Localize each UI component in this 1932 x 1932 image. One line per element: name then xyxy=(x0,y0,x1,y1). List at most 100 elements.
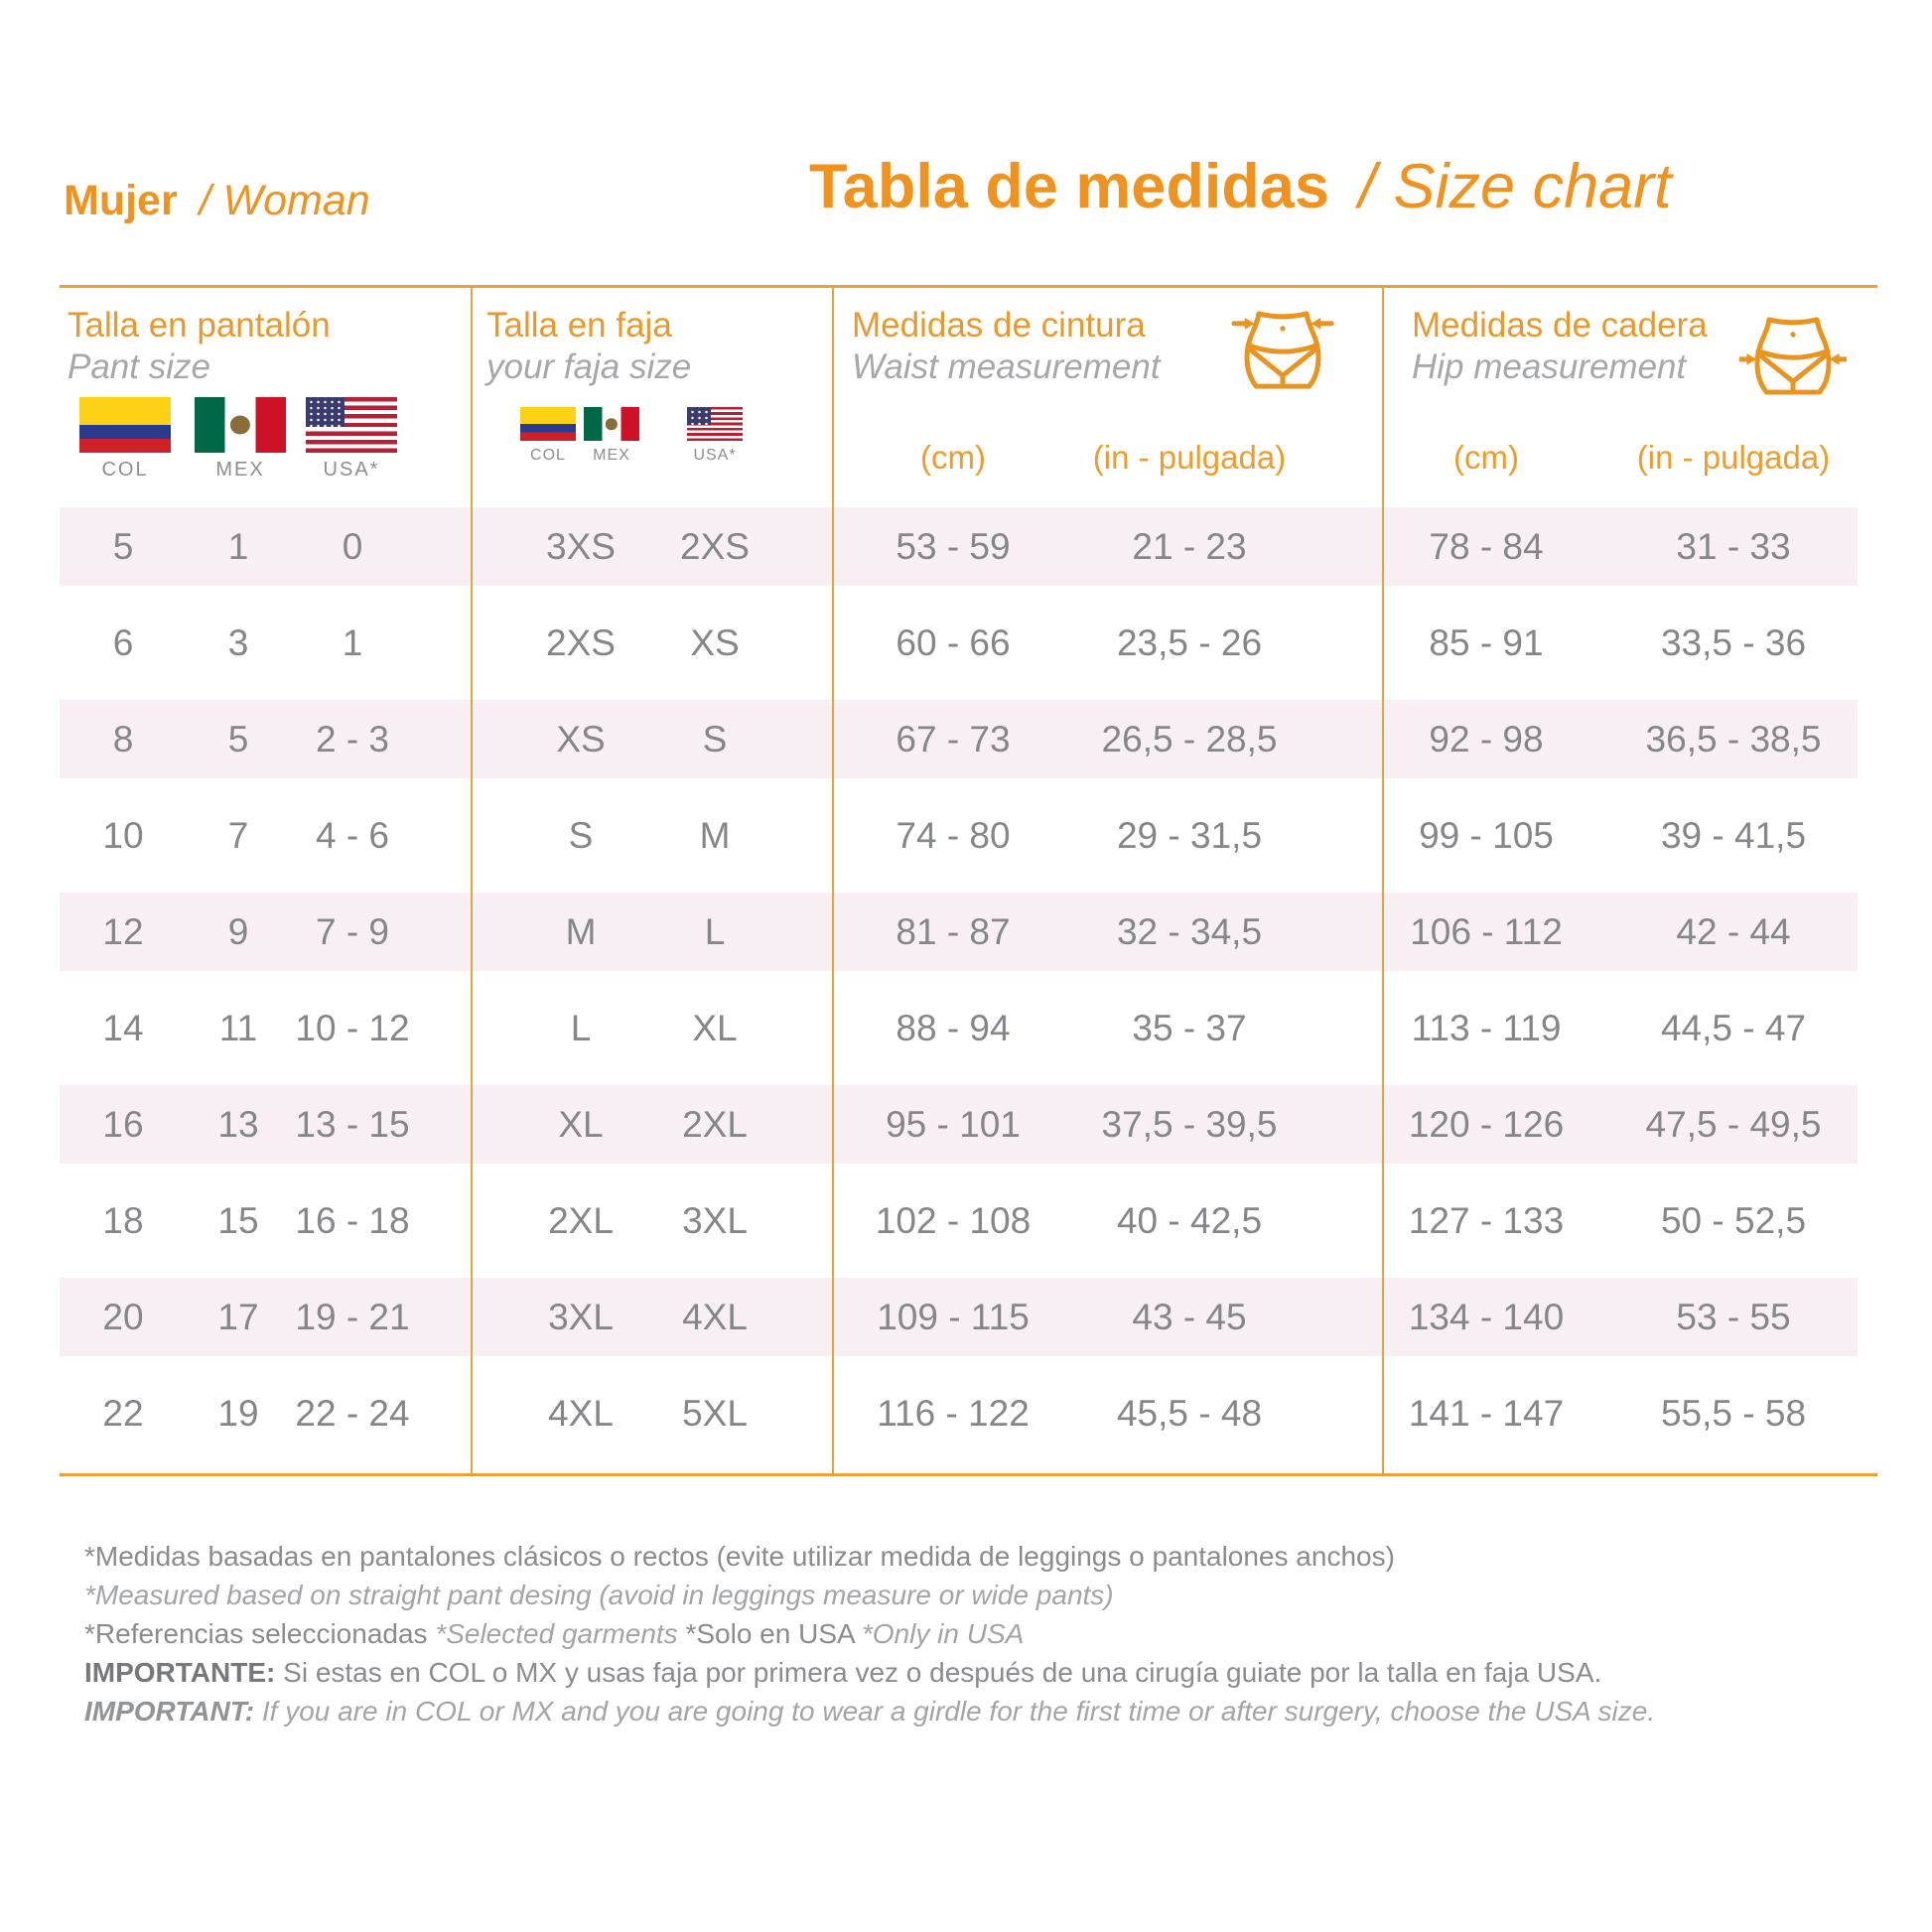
title-es: Tabla de medidas xyxy=(809,152,1329,221)
cell-hip-in: 42 - 44 xyxy=(1676,911,1791,952)
colombia-flag-icon xyxy=(79,397,171,453)
cell-faja-usa: 3XL xyxy=(682,1200,748,1241)
cell-pant-col: 16 xyxy=(102,1104,144,1145)
cell-pant-mex: 15 xyxy=(217,1200,259,1241)
important-text-es: Si estas en COL o MX y usas faja por pri… xyxy=(283,1657,1602,1688)
flag-usa-pant: USA* xyxy=(306,397,397,482)
cell-faja-usa: 5XL xyxy=(682,1393,748,1434)
cell-waist-cm: 116 - 122 xyxy=(877,1393,1030,1434)
cell-waist-in: 40 - 42,5 xyxy=(1116,1200,1263,1241)
flag-label: MEX xyxy=(593,447,630,464)
important-label-en: IMPORTANT: xyxy=(84,1696,255,1726)
footnote-important-es: IMPORTANTE: Si estas en COL o MX y usas … xyxy=(84,1657,1862,1689)
cell-pant-usa: 7 - 9 xyxy=(315,911,390,952)
cell-pant-usa: 13 - 15 xyxy=(295,1104,410,1145)
cell-pant-usa: 22 - 24 xyxy=(295,1393,410,1434)
faja-size-title-es: Talla en faja xyxy=(486,306,672,345)
cell-faja-usa: XL xyxy=(692,1008,738,1048)
cell-faja-usa: 2XL xyxy=(682,1104,748,1145)
waist-unit-cm: (cm) xyxy=(920,439,986,476)
cell-waist-cm: 74 - 80 xyxy=(896,815,1011,856)
flag-colombia-faja: COL xyxy=(520,407,576,465)
mexico-flag-icon xyxy=(195,397,286,453)
cell-faja-colmex: L xyxy=(570,1008,592,1048)
footnote-references: *Referencias seleccionadas *Selected gar… xyxy=(84,1618,1862,1650)
cell-waist-cm: 53 - 59 xyxy=(896,526,1011,567)
subtitle-en: / Woman xyxy=(199,177,370,224)
cell-faja-colmex: M xyxy=(565,911,597,952)
pant-size-title-es: Talla en pantalón xyxy=(68,306,331,345)
cell-pant-col: 22 xyxy=(102,1393,144,1434)
column-header-hip: Medidas de cadera Hip measurement xyxy=(1412,288,1868,498)
cell-waist-cm: 102 - 108 xyxy=(875,1200,1032,1241)
cell-pant-usa: 16 - 18 xyxy=(295,1200,410,1241)
title-en: / Size chart xyxy=(1358,152,1672,221)
cell-pant-mex: 13 xyxy=(217,1104,259,1145)
column-divider xyxy=(471,288,473,1473)
cell-pant-usa: 1 xyxy=(342,622,363,663)
cell-pant-usa: 10 - 12 xyxy=(295,1008,410,1048)
size-table: Talla en pantalón Pant size COL MEX USA*… xyxy=(60,285,1877,1476)
cell-waist-in: 35 - 37 xyxy=(1132,1008,1247,1048)
hip-unit-in: (in - pulgada) xyxy=(1636,439,1831,476)
table-row: 12 9 7 - 9 M L 81 - 87 32 - 34,5 106 - 112 42 - … xyxy=(60,884,1877,980)
waist-title-es: Medidas de cintura xyxy=(852,306,1146,345)
cell-waist-in: 23,5 - 26 xyxy=(1116,622,1263,663)
cell-faja-usa: XS xyxy=(690,622,740,663)
flag-label: COL xyxy=(101,459,149,481)
cell-waist-cm: 60 - 66 xyxy=(896,622,1011,663)
mexico-flag-icon xyxy=(584,407,639,441)
cell-hip-in: 44,5 - 47 xyxy=(1660,1008,1807,1048)
usa-flag-icon xyxy=(306,397,397,453)
cell-waist-in: 43 - 45 xyxy=(1132,1297,1247,1337)
cell-pant-col: 12 xyxy=(102,911,144,952)
cell-hip-in: 47,5 - 49,5 xyxy=(1645,1104,1822,1145)
footnote-important-en: IMPORTANT: If you are in COL or MX and y… xyxy=(84,1696,1862,1727)
cell-pant-col: 5 xyxy=(112,526,134,567)
cell-hip-cm: 141 - 147 xyxy=(1408,1393,1565,1434)
important-label-es: IMPORTANTE: xyxy=(84,1657,276,1688)
cell-pant-usa: 19 - 21 xyxy=(295,1297,410,1337)
cell-hip-cm: 134 - 140 xyxy=(1408,1297,1565,1337)
hip-title-en: Hip measurement xyxy=(1412,347,1687,386)
cell-pant-col: 20 xyxy=(102,1297,144,1337)
column-divider xyxy=(1382,288,1384,1473)
table-row: 22 19 22 - 24 4XL 5XL 116 - 122 45,5 - 48 141 -… xyxy=(60,1365,1877,1461)
cell-waist-in: 32 - 34,5 xyxy=(1116,911,1263,952)
cell-waist-in: 26,5 - 28,5 xyxy=(1101,719,1278,759)
pant-size-title-en: Pant size xyxy=(68,347,210,386)
column-header-waist: Medidas de cintura Waist measurement xyxy=(852,288,1378,498)
table-row: 6 3 1 2XS XS 60 - 66 23,5 - 26 85 - 91 33,5 - 36 xyxy=(60,595,1877,691)
table-row: 10 7 4 - 6 S M 74 - 80 29 - 31,5 99 - 105 39 - 4… xyxy=(60,787,1877,884)
page-subtitle: Mujer / Woman xyxy=(64,177,370,225)
cell-pant-usa: 0 xyxy=(342,526,363,567)
table-row: 8 5 2 - 3 XS S 67 - 73 26,5 - 28,5 92 - 98 36,5 … xyxy=(60,691,1877,787)
cell-waist-in: 45,5 - 48 xyxy=(1116,1393,1263,1434)
cell-faja-colmex: 2XL xyxy=(548,1200,614,1241)
cell-faja-usa: L xyxy=(704,911,726,952)
cell-pant-col: 6 xyxy=(112,622,134,663)
footnote-ref-en: *Selected garments xyxy=(435,1618,686,1649)
cell-pant-mex: 5 xyxy=(227,719,249,759)
faja-size-title-en: your faja size xyxy=(486,347,692,386)
cell-hip-in: 31 - 33 xyxy=(1676,526,1791,567)
footnote-measure-es: *Medidas basadas en pantalones clásicos … xyxy=(84,1541,1395,1572)
table-row: 5 1 0 3XS 2XS 53 - 59 21 - 23 78 - 84 31 - 33 xyxy=(60,498,1877,595)
cell-pant-col: 10 xyxy=(102,815,144,856)
footnote-ref-es: *Referencias seleccionadas xyxy=(84,1618,436,1649)
hip-unit-cm: (cm) xyxy=(1453,439,1519,476)
cell-faja-usa: S xyxy=(702,719,728,759)
flag-label: USA* xyxy=(693,447,737,464)
cell-pant-mex: 7 xyxy=(227,815,249,856)
cell-waist-cm: 67 - 73 xyxy=(896,719,1011,759)
cell-pant-mex: 3 xyxy=(227,622,249,663)
cell-pant-col: 8 xyxy=(112,719,134,759)
cell-hip-in: 36,5 - 38,5 xyxy=(1645,719,1822,759)
cell-waist-in: 29 - 31,5 xyxy=(1116,815,1263,856)
cell-waist-cm: 109 - 115 xyxy=(877,1297,1030,1337)
cell-hip-cm: 92 - 98 xyxy=(1429,719,1544,759)
footnote-usa-es: *Solo en USA xyxy=(685,1618,862,1649)
footnote-usa-en: *Only in USA xyxy=(861,1618,1025,1649)
cell-waist-cm: 95 - 101 xyxy=(886,1104,1021,1145)
